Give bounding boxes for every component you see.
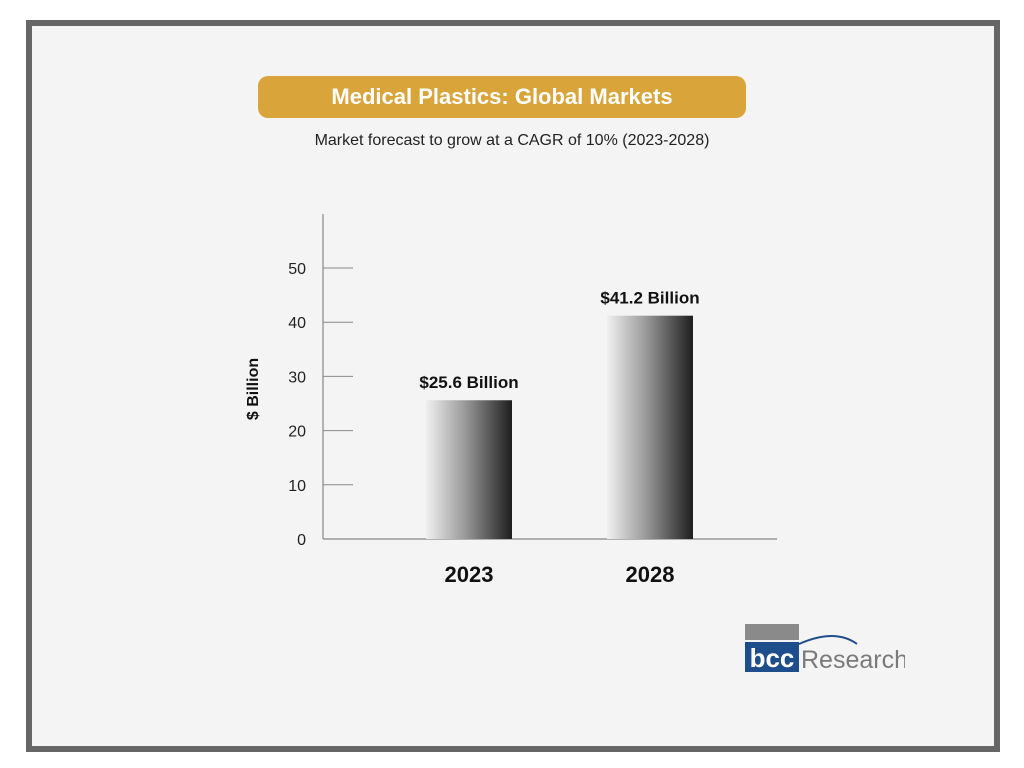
chart-bars: [426, 315, 693, 539]
data-label-2028: $41.2 Billion: [600, 289, 699, 308]
y-tick-label: 30: [288, 369, 306, 386]
bcc-research-logo: bcc Research: [745, 624, 905, 674]
data-label-2023: $25.6 Billion: [419, 373, 518, 392]
chart-title: Medical Plastics: Global Markets: [258, 76, 746, 118]
chart-title-text: Medical Plastics: Global Markets: [331, 84, 673, 109]
bar-2028: [607, 315, 693, 539]
chart-labels: 0 10 20 30 40 50 $ Billion $25.6 Billion 2023 $41…: [245, 261, 700, 587]
y-axis-title: $ Billion: [245, 358, 262, 420]
chart-frame: [26, 20, 1000, 752]
y-tick-label: 50: [288, 261, 306, 278]
y-tick-label: 20: [288, 424, 306, 441]
y-tick-label: 0: [297, 532, 306, 549]
x-category-label: 2023: [445, 562, 494, 587]
logo-text: Research: [801, 646, 905, 674]
bar-2023: [426, 400, 512, 539]
chart-subtitle: Market forecast to grow at a CAGR of 10%…: [314, 132, 710, 149]
y-tick-label: 10: [288, 478, 306, 495]
x-category-label: 2028: [626, 562, 675, 587]
chart-axes: [322, 214, 777, 540]
logo-brand: bcc: [750, 643, 795, 673]
y-tick-label: 40: [288, 315, 306, 332]
